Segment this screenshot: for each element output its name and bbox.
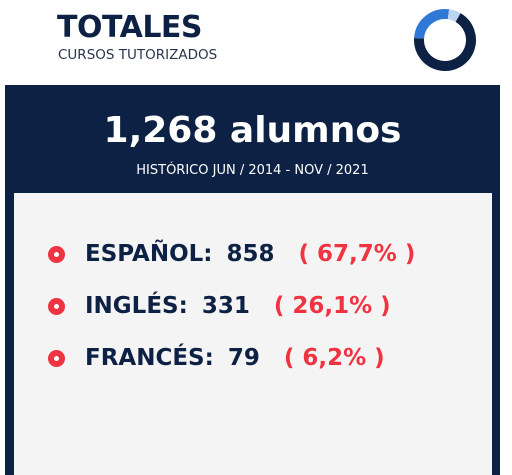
donut-segment: [414, 9, 450, 40]
donut: [414, 9, 476, 71]
total: 1,268 alumnos: [103, 110, 402, 151]
donut-segment: [447, 9, 461, 22]
bullet: [48, 349, 65, 367]
item-count: 858: [226, 241, 275, 267]
period: HISTÓRICO JUN / 2014 - NOV / 2021: [136, 163, 369, 178]
item-count: 331: [201, 293, 250, 319]
bullet: [48, 245, 65, 263]
panel: [14, 193, 492, 475]
item-label: INGLÉS:: [85, 293, 188, 319]
item-share: ( 6,2% ): [283, 345, 385, 371]
bullet: [48, 297, 65, 315]
item-label: ESPAÑOL:: [85, 241, 213, 267]
subtitle: CURSOS TUTORIZADOS: [58, 47, 218, 63]
item-label: FRANCÉS:: [85, 345, 214, 371]
item-row: FRANCÉS: 79 ( 6,2% ): [48, 343, 385, 373]
item-share: ( 67,7% ): [298, 241, 416, 267]
item-count: 79: [227, 345, 260, 371]
title: TOTALES: [57, 10, 203, 45]
item-row: ESPAÑOL: 858 ( 67,7% ): [48, 239, 415, 269]
item-row: INGLÉS: 331 ( 26,1% ): [48, 291, 391, 321]
donut-segment: [414, 13, 476, 71]
item-share: ( 26,1% ): [273, 293, 391, 319]
